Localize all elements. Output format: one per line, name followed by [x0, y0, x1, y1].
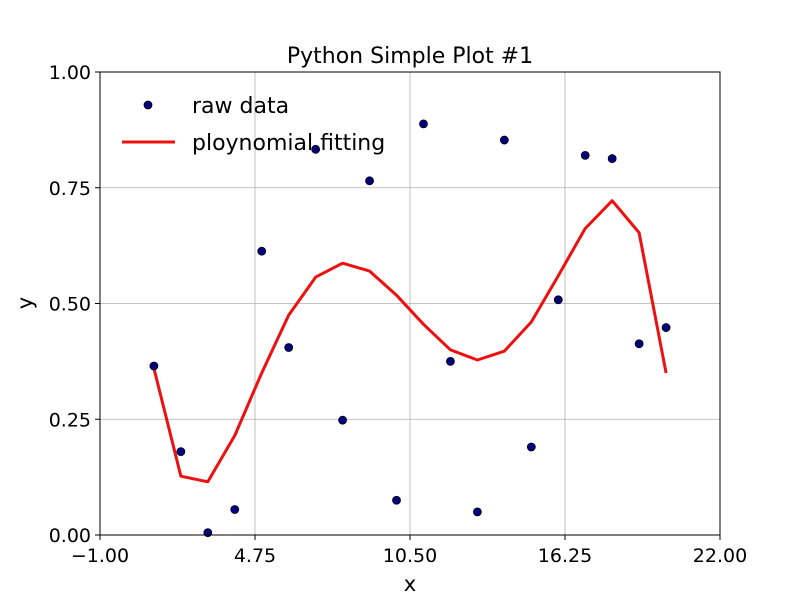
ticks-layer: −1.00 4.75 10.50 16.25 22.00 0.00 0.25 0.50 0.75…: [49, 62, 748, 567]
data-point: [580, 150, 590, 160]
data-point: [419, 119, 428, 129]
chart-title: Python Simple Plot #1: [287, 44, 533, 69]
legend-marker-raw-data: [143, 100, 153, 110]
data-point: [284, 343, 294, 352]
data-point: [499, 135, 509, 145]
data-point: [311, 144, 321, 154]
legend: raw data ploynomial fitting: [122, 94, 385, 156]
data-point: [230, 505, 240, 514]
data-point: [526, 442, 536, 452]
y-tick-label: 1.00: [49, 62, 91, 84]
data-point: [365, 176, 374, 186]
y-tick-label: 0.00: [49, 525, 91, 547]
x-tick-label: −1.00: [71, 545, 129, 567]
y-tick-label: 0.75: [49, 178, 91, 200]
x-tick-label: 10.50: [383, 545, 437, 567]
data-point: [661, 323, 671, 332]
data-point: [553, 295, 563, 305]
data-point: [338, 415, 348, 425]
legend-label-raw-data: raw data: [192, 94, 289, 119]
x-axis-label: x: [404, 572, 416, 596]
data-points-layer: [149, 119, 671, 538]
data-point: [472, 507, 482, 517]
data-point: [257, 246, 267, 256]
data-point: [176, 447, 186, 457]
x-tick-label: 16.25: [538, 545, 592, 567]
y-axis-label: y: [13, 297, 37, 309]
fit-line-layer: [152, 199, 668, 484]
data-point: [607, 154, 617, 163]
x-tick-label: 4.75: [234, 545, 276, 567]
data-point: [392, 495, 401, 505]
data-point: [446, 356, 455, 366]
x-tick-label: 22.00: [693, 545, 747, 567]
legend-label-polynomial-fitting: ploynomial fitting: [192, 131, 385, 156]
data-point: [149, 361, 159, 371]
y-tick-label: 0.25: [49, 409, 91, 431]
data-point: [634, 339, 644, 349]
polynomial-fit-line: [152, 199, 668, 484]
y-tick-label: 0.50: [49, 294, 91, 316]
